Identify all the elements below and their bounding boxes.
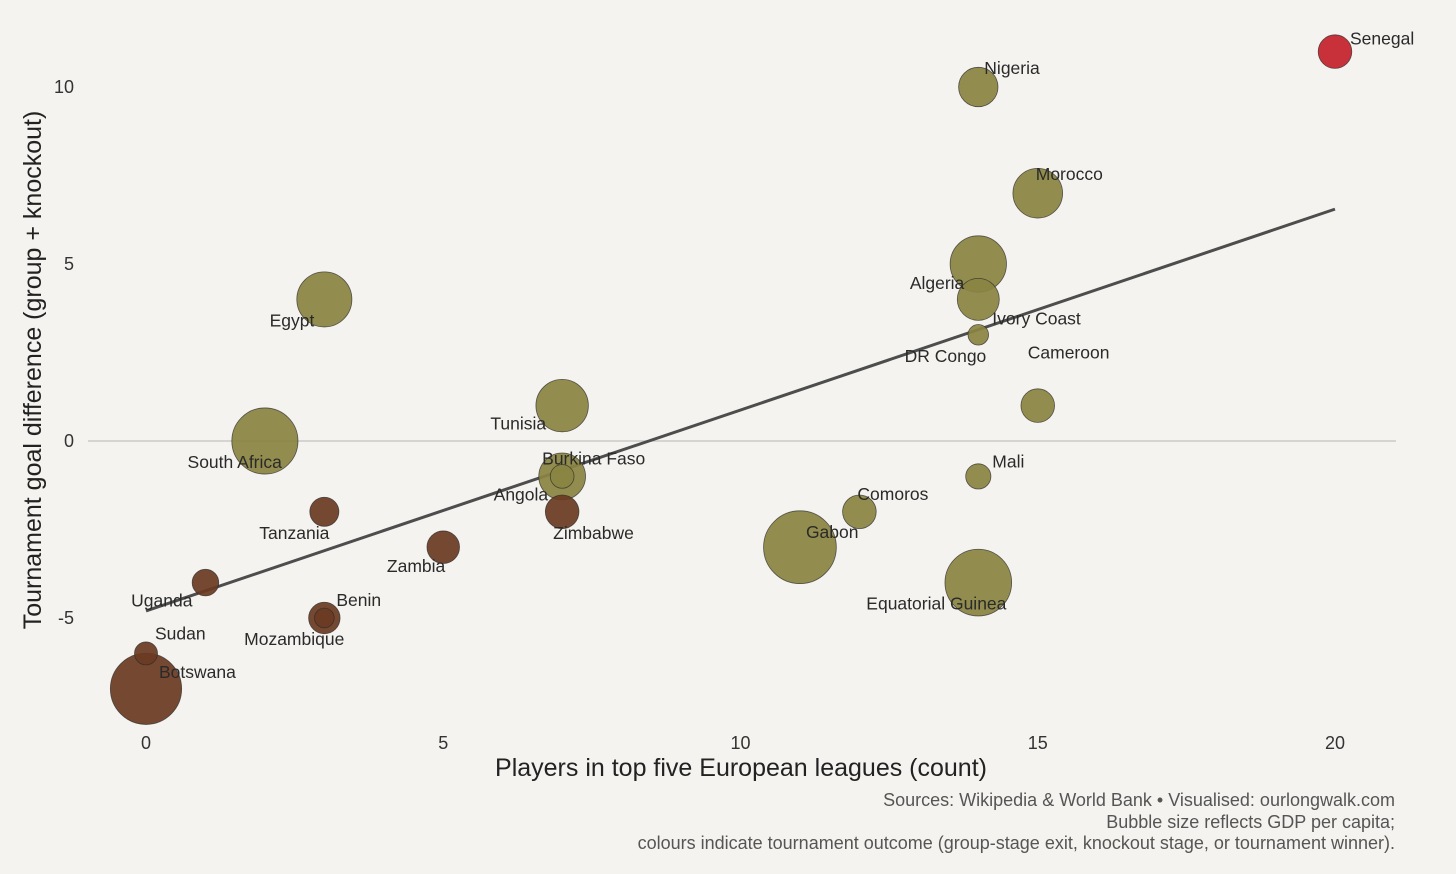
x-tick-label: 15 [1028, 733, 1048, 753]
label-botswana: Botswana [159, 662, 236, 682]
label-angola: Angola [494, 484, 549, 504]
bubble-zimbabwe [544, 494, 580, 529]
label-nigeria: Nigeria [984, 58, 1040, 78]
x-tick-label: 5 [438, 733, 448, 753]
label-south-africa: South Africa [188, 452, 283, 472]
label-dr-congo: DR Congo [905, 346, 987, 366]
bubble-tunisia [535, 378, 589, 433]
x-axis-title: Players in top five European leagues (co… [495, 754, 987, 782]
bubble-tanzania [309, 496, 340, 527]
bubble-sudan [134, 641, 158, 666]
label-comoros: Comoros [857, 484, 928, 504]
label-gabon: Gabon [806, 522, 859, 542]
y-tick-label: 5 [64, 254, 74, 274]
label-benin: Benin [336, 590, 381, 610]
x-tick-label: 0 [141, 733, 151, 753]
caption-bubble-size: Bubble size reflects GDP per capita; [1106, 812, 1395, 832]
bubble-dr-congo [967, 324, 989, 346]
caption-colours: colours indicate tournament outcome (gro… [638, 833, 1395, 853]
label-ivory-coast: Ivory Coast [992, 308, 1081, 328]
y-tick-label: 10 [54, 77, 74, 97]
bubble-senegal [1317, 34, 1353, 69]
label-cameroon: Cameroon [1028, 343, 1110, 363]
bubble-mali [965, 463, 992, 490]
label-uganda: Uganda [131, 591, 193, 611]
y-tick-label: 0 [64, 431, 74, 451]
bubble-zambia [426, 530, 460, 564]
y-axis-title: Tournament goal difference (group + knoc… [19, 111, 47, 630]
bubble-comoros [842, 494, 877, 529]
caption-sources: Sources: Wikipedia & World Bank • Visual… [883, 790, 1395, 810]
label-algeria: Algeria [910, 273, 965, 293]
bubble-morocco [1012, 167, 1063, 219]
y-tick-label: -5 [58, 608, 74, 628]
label-zambia: Zambia [387, 556, 446, 576]
bubble-cameroon [1020, 388, 1055, 423]
label-morocco: Morocco [1036, 164, 1103, 184]
label-tanzania: Tanzania [259, 523, 329, 543]
label-equatorial-guinea: Equatorial Guinea [866, 594, 1006, 614]
bubble-equatorial-guinea [944, 548, 1013, 617]
bubble-burkina-faso [549, 464, 575, 489]
label-egypt: Egypt [270, 310, 315, 330]
bubble-ivory-coast [956, 277, 1000, 321]
label-sudan: Sudan [155, 623, 206, 643]
label-zimbabwe: Zimbabwe [553, 523, 634, 543]
bubble-gabon [763, 510, 837, 584]
bubble-nigeria [958, 66, 999, 108]
x-tick-label: 20 [1325, 733, 1345, 753]
bubble-egypt [296, 271, 353, 328]
bubble-mozambique [314, 607, 335, 629]
label-mali: Mali [992, 451, 1024, 471]
bubble-uganda [191, 568, 220, 597]
x-tick-label: 10 [730, 733, 750, 753]
trend-line [145, 207, 1336, 613]
label-mozambique: Mozambique [244, 629, 344, 649]
label-tunisia: Tunisia [490, 414, 546, 434]
label-senegal: Senegal [1350, 29, 1414, 49]
label-burkina-faso: Burkina Faso [542, 448, 645, 468]
bubble-south-africa [231, 407, 299, 475]
